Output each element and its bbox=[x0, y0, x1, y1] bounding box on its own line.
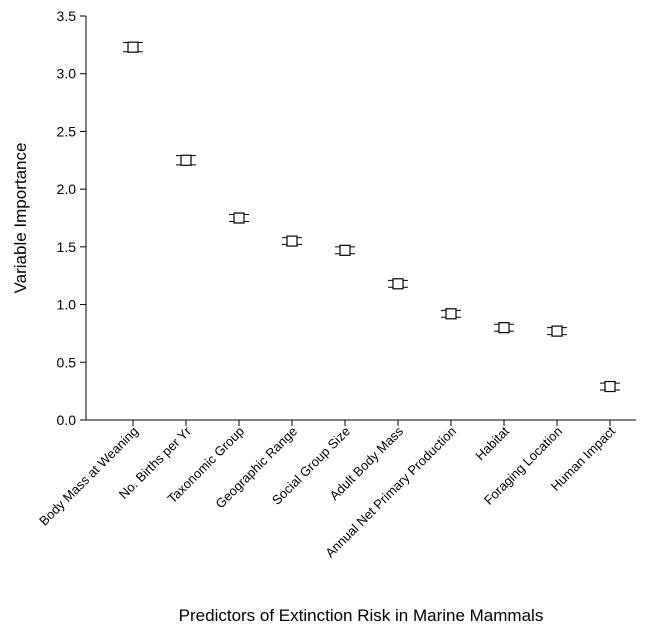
square-marker bbox=[551, 325, 563, 337]
square-marker bbox=[127, 41, 139, 53]
data-point bbox=[229, 212, 249, 224]
plot-area: 0.0 0.5 1.0 1.5 2.0 2.5 3.0 3.5 Body Mass at We… bbox=[36, 8, 636, 560]
y-tick-label: 3.5 bbox=[57, 8, 77, 24]
y-tick-label: 2.0 bbox=[57, 181, 77, 197]
y-tick-label: 0.0 bbox=[57, 412, 77, 428]
square-marker bbox=[233, 212, 245, 224]
data-point bbox=[335, 244, 355, 256]
data-point bbox=[441, 308, 461, 320]
data-point bbox=[494, 322, 514, 334]
square-marker bbox=[604, 380, 616, 393]
square-marker bbox=[286, 235, 298, 247]
y-axis-label: Variable Importance bbox=[11, 143, 30, 294]
x-axis-label: Predictors of Extinction Risk in Marine … bbox=[179, 606, 544, 625]
data-point bbox=[547, 325, 567, 337]
square-marker bbox=[339, 244, 351, 256]
y-tick-label: 1.0 bbox=[57, 297, 77, 313]
square-marker bbox=[180, 154, 192, 166]
data-point bbox=[600, 380, 620, 393]
y-tick-label: 1.5 bbox=[57, 239, 77, 255]
data-point bbox=[388, 278, 408, 290]
square-marker bbox=[498, 322, 510, 334]
data-point bbox=[282, 235, 302, 247]
x-category-label: Body Mass at Weaning bbox=[36, 424, 141, 529]
square-marker bbox=[392, 278, 404, 290]
y-tick-label: 0.5 bbox=[57, 354, 77, 370]
square-marker bbox=[445, 308, 457, 320]
y-tick-label: 3.0 bbox=[57, 66, 77, 82]
x-category-label: Habitat bbox=[472, 423, 512, 463]
y-tick-label: 2.5 bbox=[57, 123, 77, 139]
data-point bbox=[123, 41, 143, 53]
data-points bbox=[123, 41, 620, 393]
data-point bbox=[176, 154, 196, 166]
y-axis-ticks: 0.0 0.5 1.0 1.5 2.0 2.5 3.0 3.5 bbox=[57, 8, 86, 428]
